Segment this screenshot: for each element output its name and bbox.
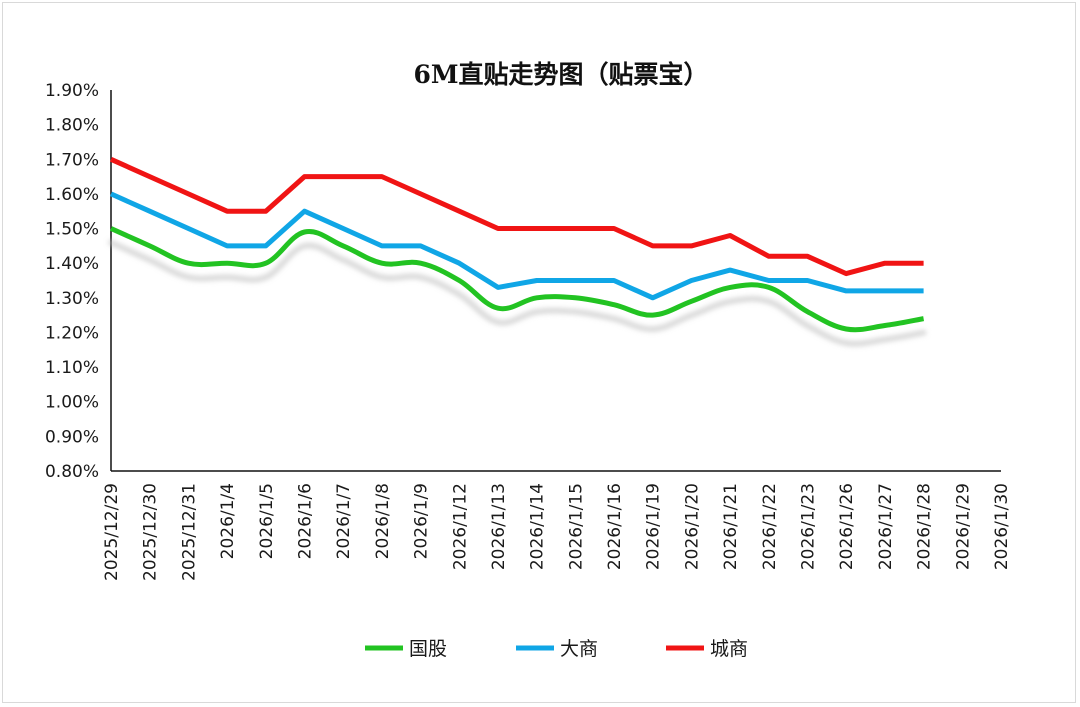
legend-label: 大商 bbox=[560, 638, 598, 660]
x-tick-label: 2026/1/28 bbox=[915, 483, 935, 570]
legend-label: 城商 bbox=[710, 638, 748, 660]
series-line-大商 bbox=[109, 191, 924, 301]
line-chart: 6M直贴走势图（贴票宝） 0.80% 0.90% 1.00% 1.10% 1.20% 1.… bbox=[45, 60, 1012, 660]
chart-title: 6M直贴走势图（贴票宝） bbox=[413, 60, 708, 89]
series-shadow-国股 bbox=[108, 239, 927, 347]
plot-area: 0.80% 0.90% 1.00% 1.10% 1.20% 1.30% 1.40% 1.50%… bbox=[45, 81, 1012, 581]
y-tick-label: 1.40% bbox=[45, 254, 99, 274]
x-tick-label: 2026/1/9 bbox=[412, 483, 432, 559]
y-tick-label: 1.80% bbox=[45, 116, 99, 136]
x-tick-label: 2026/1/15 bbox=[566, 483, 586, 570]
y-tick-label: 0.90% bbox=[45, 427, 99, 447]
y-tick-label: 1.20% bbox=[45, 323, 99, 343]
x-tick-label: 2026/1/20 bbox=[682, 483, 702, 570]
x-tick-label: 2026/1/27 bbox=[876, 483, 896, 570]
x-tick-label: 2026/1/19 bbox=[644, 483, 664, 570]
y-tick-label: 1.00% bbox=[45, 393, 99, 413]
y-tick-label: 1.50% bbox=[45, 220, 99, 240]
y-tick-label: 1.90% bbox=[45, 81, 99, 101]
x-tick-label: 2026/1/22 bbox=[760, 483, 780, 570]
legend-item-大商: 大商 bbox=[516, 638, 598, 660]
x-tick-label: 2026/1/29 bbox=[953, 483, 973, 570]
x-tick-label: 2026/1/12 bbox=[450, 483, 470, 570]
x-tick-label: 2025/12/29 bbox=[102, 483, 122, 581]
y-tick-label: 1.60% bbox=[45, 185, 99, 205]
x-tick-label: 2026/1/4 bbox=[218, 483, 238, 559]
x-tick-label: 2026/1/30 bbox=[992, 483, 1012, 570]
x-tick-label: 2026/1/26 bbox=[837, 483, 857, 570]
series-line-国股 bbox=[109, 226, 925, 333]
x-tick-label: 2026/1/6 bbox=[295, 483, 315, 559]
legend-label: 国股 bbox=[409, 638, 447, 660]
y-tick-label: 1.10% bbox=[45, 358, 99, 378]
x-tick-label: 2025/12/31 bbox=[179, 483, 199, 581]
y-tick-label: 0.80% bbox=[45, 462, 99, 482]
legend-item-城商: 城商 bbox=[666, 638, 748, 660]
y-tick-label: 1.30% bbox=[45, 289, 99, 309]
x-tick-label: 2026/1/23 bbox=[799, 483, 819, 570]
x-tick-label: 2026/1/21 bbox=[721, 483, 741, 570]
series-line-城商 bbox=[109, 157, 924, 277]
x-tick-label: 2026/1/5 bbox=[257, 483, 277, 559]
x-tick-label: 2026/1/13 bbox=[489, 483, 509, 570]
x-tick-label: 2025/12/30 bbox=[141, 483, 161, 581]
x-tick-label: 2026/1/8 bbox=[373, 483, 393, 559]
y-tick-label: 1.70% bbox=[45, 150, 99, 170]
x-tick-label: 2026/1/14 bbox=[528, 483, 548, 570]
x-tick-label: 2026/1/7 bbox=[334, 483, 354, 559]
x-tick-label: 2026/1/16 bbox=[605, 483, 625, 570]
legend-item-国股: 国股 bbox=[365, 638, 447, 660]
legend: 国股 大商 城商 bbox=[365, 638, 748, 660]
